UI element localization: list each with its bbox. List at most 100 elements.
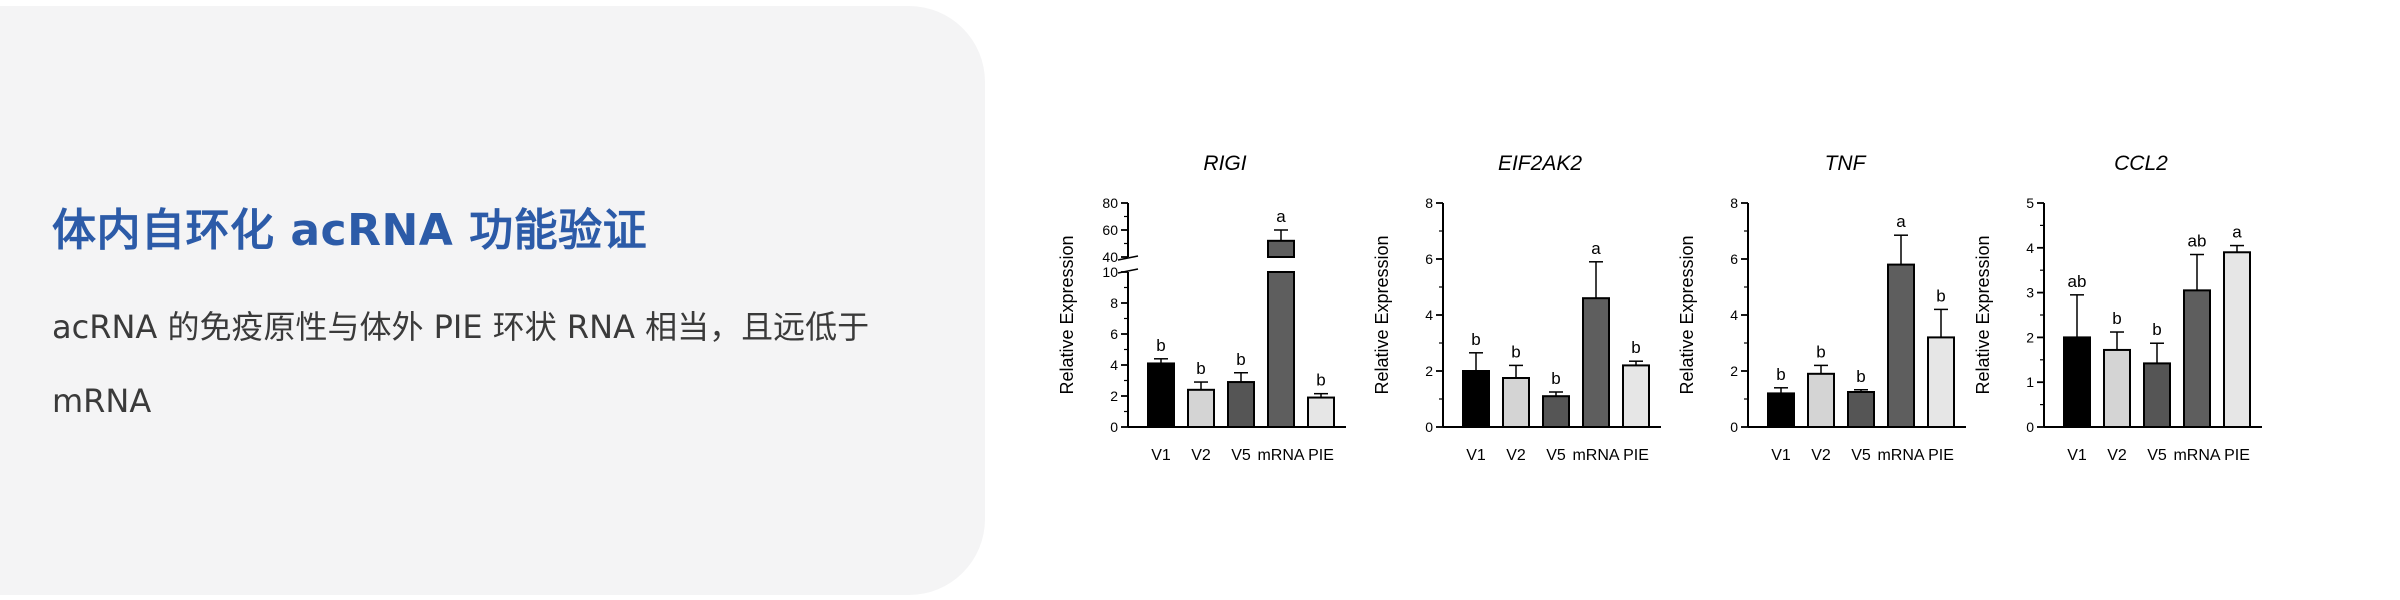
significance-letter: b [1856,367,1865,386]
chart-title: CCL2 [2114,152,2168,175]
y-tick-label: 6 [1730,251,1738,267]
y-tick-label: 4 [1110,357,1118,373]
significance-letter: b [1776,365,1785,384]
x-tick-label: V2 [1191,447,1211,464]
x-tick-label: V1 [1771,447,1791,464]
x-tick-label: mRNA [1572,447,1619,464]
bar-v5 [2143,362,2171,429]
y-axis-label: Relative Expression [1973,235,1993,394]
y-tick-label: 10 [1102,264,1118,280]
y-tick-label: 80 [1102,195,1118,211]
x-tick-label: V5 [1546,447,1566,464]
significance-letter: b [1631,338,1640,357]
x-tick-label: PIE [1928,447,1954,464]
y-tick-label: 4 [1425,307,1433,323]
chart-title: RIGI [1203,152,1246,175]
y-tick-label: 2 [1730,363,1738,379]
significance-letter: a [1276,207,1286,226]
y-axis-label: Relative Expression [1057,235,1077,394]
x-tick-label: V2 [2107,447,2127,464]
significance-letter: a [2232,223,2242,242]
bar-v2 [1502,377,1530,428]
bar-v2 [2103,348,2131,428]
bar-pie [2223,251,2251,428]
significance-letter: b [1551,369,1560,388]
x-tick-label: PIE [1623,447,1649,464]
y-tick-label: 5 [2026,195,2034,211]
significance-letter: b [1316,371,1325,390]
y-tick-label: 60 [1102,222,1118,238]
significance-letter: ab [2068,272,2087,291]
bar-v5 [1542,395,1570,429]
bar-mrna [1582,297,1610,429]
x-tick-label: V1 [1466,447,1486,464]
y-tick-label: 0 [2026,419,2034,435]
bar-v5 [1227,381,1255,428]
significance-letter: b [2152,320,2161,339]
significance-letter: b [1196,359,1205,378]
x-tick-label: mRNA [1877,447,1924,464]
panel-description: acRNA 的免疫原性与体外 PIE 环状 RNA 相当，且远低于 mRNA [52,308,870,420]
bar-pie [1927,336,1955,428]
significance-letter: a [1896,212,1906,231]
significance-letter: b [1471,330,1480,349]
significance-letter: b [1511,342,1520,361]
y-tick-label: 8 [1425,195,1433,211]
panel-title: 体内自环化 acRNA 功能验证 [52,205,648,256]
bar-pie [1307,396,1335,428]
y-tick-label: 2 [1425,363,1433,379]
y-axis-label: Relative Expression [1677,235,1697,394]
x-tick-label: V2 [1506,447,1526,464]
bar-v5 [1847,391,1875,428]
bar-mrna [1267,271,1295,428]
y-tick-label: 2 [2026,329,2034,345]
y-tick-label: 4 [2026,240,2034,256]
y-tick-label: 3 [2026,285,2034,301]
y-tick-label: 0 [1730,419,1738,435]
chart-title: TNF [1825,152,1867,175]
x-tick-label: V5 [1851,447,1871,464]
bar-v1 [1767,392,1795,428]
y-tick-label: 8 [1730,195,1738,211]
y-tick-label: 6 [1110,326,1118,342]
significance-letter: b [1236,350,1245,369]
chart-title: EIF2AK2 [1498,152,1582,175]
x-tick-label: V5 [1231,447,1251,464]
chart-ccl2: CCL2 Relative Expression 0 1 2 3 4 5 ab V1 b V2 b V5 a… [1973,152,2262,464]
bar-v2 [1187,388,1215,428]
significance-letter: a [1591,239,1601,258]
bar-v2 [1807,372,1835,428]
y-tick-label: 6 [1425,251,1433,267]
y-tick-label: 2 [1110,388,1118,404]
significance-letter: b [1936,286,1945,305]
y-tick-label: 1 [2026,374,2034,390]
bar-mrna [1887,263,1915,428]
bar-mrna [2183,289,2211,428]
x-tick-label: V5 [2147,447,2167,464]
x-tick-label: mRNA [2173,447,2220,464]
x-tick-label: V2 [1811,447,1831,464]
x-tick-label: PIE [1308,447,1334,464]
y-tick-label: 8 [1110,295,1118,311]
axis-break-mark [1117,255,1139,261]
significance-letter: ab [2188,232,2207,251]
bar-v1 [1147,362,1175,429]
x-tick-label: V1 [2067,447,2087,464]
bar-v1 [2063,336,2091,428]
y-axis-label: Relative Expression [1372,235,1392,394]
significance-letter: b [1156,336,1165,355]
significance-letter: b [1816,342,1825,361]
x-tick-label: PIE [2224,447,2250,464]
info-panel: 体内自环化 acRNA 功能验证 acRNA 的免疫原性与体外 PIE 环状 R… [0,6,985,595]
y-tick-label: 0 [1425,419,1433,435]
bar-v1 [1462,370,1490,428]
x-tick-label: mRNA [1257,447,1304,464]
y-tick-label: 40 [1102,249,1118,265]
chart-eif2ak2: EIF2AK2 Relative Expression 0 2 4 6 8 b V1 b V2 b V5… [1372,152,1661,464]
y-tick-label: 4 [1730,307,1738,323]
significance-letter: b [2112,309,2121,328]
x-tick-label: V1 [1151,447,1171,464]
bar-pie [1622,364,1650,428]
